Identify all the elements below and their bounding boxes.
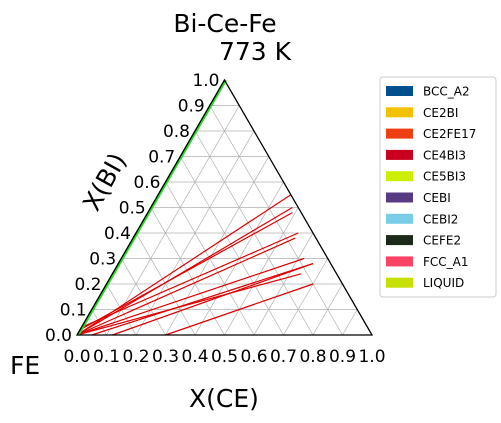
legend-swatch [386,171,413,182]
y-tick-label: 0.9 [178,97,205,117]
y-tick-label: 0.0 [45,326,72,346]
tie-line [81,232,299,328]
y-tick-label: 0.3 [89,250,116,270]
x-tick-label: 0.9 [329,347,356,367]
legend-swatch [386,192,413,203]
y-tick-label: 0.1 [60,301,87,321]
legend-label: BCC_A2 [423,85,470,99]
x-tick-label: 0.3 [152,347,179,367]
grid-line [224,207,299,336]
x-axis-label: X(CE) [189,384,259,413]
tie-line [165,283,314,336]
legend-label: FCC_A1 [423,255,469,269]
liquid-boundary-line [76,79,227,336]
tie-line [76,257,305,336]
y-tick-label: 0.2 [74,275,101,295]
legend-swatch [386,256,413,267]
tie-line [76,273,302,336]
grid-line [135,232,196,336]
x-tick-label: 0.1 [93,347,120,367]
x-tick-label: 0.5 [211,347,238,367]
tie-lines [76,194,314,336]
legend-label: CEBI2 [423,212,458,226]
x-tick-label: 0.2 [122,347,149,367]
legend-swatch [386,149,413,160]
y-tick-label: 0.6 [133,173,160,193]
grid-line [165,156,270,336]
y-tick-label: 0.4 [104,224,131,244]
legend-swatch [386,213,413,224]
legend-label: CE2BI [423,106,458,120]
legend-swatch [386,128,413,139]
x-axis-ticks: 0.0 0.1 0.2 0.3 0.4 0.5 0.6 0.7 0.8 0.9 1.0 [63,347,385,367]
x-tick-label: 0.6 [240,347,267,367]
x-tick-label: 0.7 [270,347,297,367]
tie-line [79,212,293,331]
tie-line [91,263,314,336]
x-tick-label: 0.4 [181,347,208,367]
chart-title: Bi-Ce-Fe [173,9,276,38]
fe-corner-label: FE [10,351,40,380]
triangle-frame [75,78,374,336]
grid-line [283,258,329,336]
legend-label: LIQUID [423,276,464,290]
grid-line [342,309,358,336]
legend-label: CE4BI3 [423,148,466,162]
legend-swatch [386,235,413,246]
y-tick-label: 1.0 [192,71,219,91]
y-axis-ticks: 0.0 0.1 0.2 0.3 0.4 0.5 0.6 0.7 0.8 0.9 1.0 [45,71,220,346]
chart-subtitle: 773 K [219,37,292,66]
legend-swatch [386,277,413,288]
legend-swatch [386,86,413,96]
legend-label: CE5BI3 [423,170,466,184]
grid-line [194,130,314,336]
x-tick-label: 0.0 [63,347,90,367]
legend-label: CE2FE17 [423,127,476,141]
grid-line [209,105,343,336]
tie-line [76,237,296,336]
y-tick-label: 0.7 [148,148,175,168]
x-tick-label: 0.8 [299,347,326,367]
grid-lines [91,105,358,336]
legend-label: CEFE2 [423,234,461,248]
legend-swatch [386,107,413,118]
grid-line [150,207,225,336]
y-tick-label: 0.8 [163,122,190,142]
grid-line [106,105,240,336]
y-tick-label: 0.5 [119,199,146,219]
x-tick-label: 1.0 [358,347,385,367]
legend-label: CEBI [423,191,451,205]
tie-line [112,263,314,336]
legend: BCC_A2 CE2BI CE2FE17 CE4BI3 CE5BI3 CEBI CEBI2 C… [379,76,497,298]
grid-line [120,258,166,336]
